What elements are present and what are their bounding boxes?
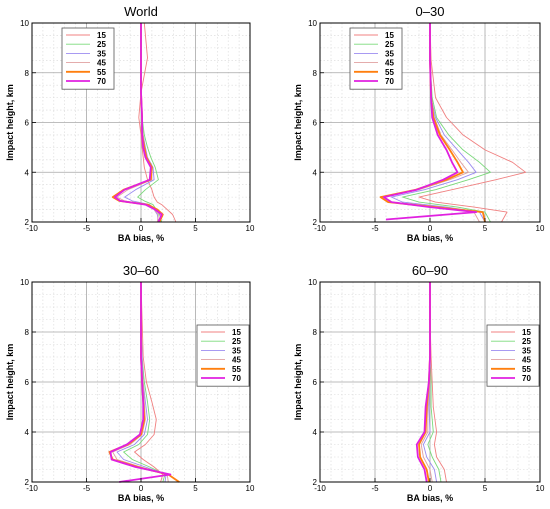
x-tick-label: 0: [139, 224, 144, 233]
y-tick-label: 4: [313, 428, 318, 437]
legend-label-35: 35: [385, 49, 394, 58]
y-tick-label: 10: [20, 19, 29, 28]
x-tick-label: 5: [193, 484, 198, 493]
x-tick-label: -5: [371, 484, 379, 493]
legend-label-25: 25: [97, 40, 106, 49]
legend-label-55: 55: [232, 365, 241, 374]
legend-label-25: 25: [232, 337, 241, 346]
legend-label-70: 70: [522, 374, 531, 383]
legend-box: [61, 27, 115, 90]
x-tick-label: 10: [536, 224, 545, 233]
x-tick-label: 10: [246, 224, 255, 233]
x-axis-label: BA bias, %: [407, 233, 453, 243]
y-tick-label: 10: [20, 278, 29, 287]
x-tick-label: 0: [428, 224, 433, 233]
x-tick-label: 0: [428, 484, 433, 493]
legend-label-70: 70: [97, 77, 106, 86]
y-tick-label: 4: [25, 168, 30, 177]
x-tick-label: 5: [483, 484, 488, 493]
legend-box: [196, 324, 250, 387]
x-tick-label: 5: [483, 224, 488, 233]
series-line-35: [116, 282, 167, 483]
x-axis-label: BA bias, %: [407, 493, 453, 503]
y-tick-label: 8: [25, 328, 30, 337]
legend-label-45: 45: [97, 59, 106, 68]
panel-3: -10 -5 0 5 10 2 4 6 8 10 30–60 BA bias, % Impact hei…: [5, 263, 255, 503]
y-tick-label: 10: [308, 278, 317, 287]
legend-label-25: 25: [522, 337, 531, 346]
x-tick-label: -10: [314, 224, 326, 233]
panel-4: -10 -5 0 5 10 2 4 6 8 10 60–90 BA bias, % Impact hei…: [293, 263, 545, 503]
series-line-15: [418, 22, 527, 223]
y-tick-label: 6: [25, 119, 30, 128]
legend-label-35: 35: [232, 346, 241, 355]
y-axis-label: Impact height, km: [5, 84, 15, 161]
legend-label-55: 55: [385, 68, 394, 77]
legend-label-25: 25: [385, 40, 394, 49]
panel-title: 60–90: [412, 263, 448, 278]
panel-1: -10 -5 0 5 10 2 4 6 8 10 World BA bias, % Impact hei…: [5, 4, 255, 243]
series-line-70: [415, 282, 431, 483]
x-tick-label: 0: [139, 484, 144, 493]
legend-label-45: 45: [385, 59, 394, 68]
y-tick-label: 8: [313, 328, 318, 337]
y-axis-label: Impact height, km: [293, 84, 303, 161]
y-tick-label: 10: [308, 19, 317, 28]
series-line-15: [134, 281, 164, 483]
series-line-70: [382, 23, 478, 221]
legend-label-70: 70: [385, 77, 394, 86]
x-tick-label: -5: [83, 224, 91, 233]
x-tick-label: -5: [371, 224, 379, 233]
series-line-15: [138, 22, 177, 223]
y-axis-label: Impact height, km: [5, 344, 15, 421]
legend-label-45: 45: [232, 356, 241, 365]
legend-label-15: 15: [385, 31, 394, 40]
x-tick-label: 10: [536, 484, 545, 493]
x-tick-label: -5: [83, 484, 91, 493]
legend-label-55: 55: [522, 365, 531, 374]
x-axis-label: BA bias, %: [118, 233, 164, 243]
y-tick-label: 2: [25, 478, 30, 487]
y-tick-label: 8: [25, 69, 30, 78]
legend-label-35: 35: [97, 49, 106, 58]
y-tick-label: 6: [25, 378, 30, 387]
legend-label-55: 55: [97, 68, 106, 77]
x-axis-label: BA bias, %: [118, 493, 164, 503]
series-line-70: [109, 282, 172, 483]
y-axis-label: Impact height, km: [293, 344, 303, 421]
panel-title: 0–30: [416, 4, 445, 19]
y-tick-label: 4: [313, 168, 318, 177]
y-tick-label: 6: [313, 119, 318, 128]
x-tick-label: 5: [193, 224, 198, 233]
y-tick-label: 6: [313, 378, 318, 387]
x-tick-label: -10: [26, 484, 38, 493]
panel-2: -10 -5 0 5 10 2 4 6 8 10 0–30 BA bias, % Impact heig…: [293, 4, 545, 243]
legend-label-15: 15: [522, 328, 531, 337]
y-tick-label: 2: [313, 218, 318, 227]
legend-box: [486, 324, 540, 387]
legend-label-70: 70: [232, 374, 241, 383]
x-tick-label: -10: [314, 484, 326, 493]
x-tick-label: -10: [26, 224, 38, 233]
y-tick-label: 4: [25, 428, 30, 437]
y-tick-label: 2: [313, 478, 318, 487]
legend-label-35: 35: [522, 346, 531, 355]
legend-label-45: 45: [522, 356, 531, 365]
y-tick-label: 2: [25, 218, 30, 227]
panel-title: 30–60: [123, 263, 159, 278]
legend-label-15: 15: [232, 328, 241, 337]
series-line-25: [402, 23, 491, 223]
legend-label-15: 15: [97, 31, 106, 40]
series-line-70: [113, 23, 163, 223]
y-tick-label: 8: [313, 69, 318, 78]
legend-box: [349, 27, 403, 90]
x-tick-label: 10: [246, 484, 255, 493]
panel-title: World: [124, 4, 158, 19]
